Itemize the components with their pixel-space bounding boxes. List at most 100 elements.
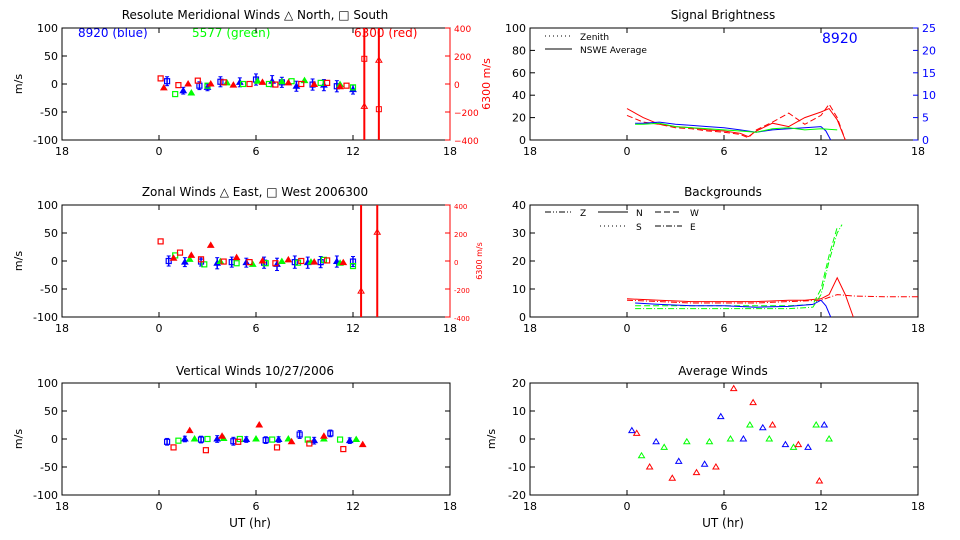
meridional-point xyxy=(324,79,331,86)
meridional-right-ytick-label: −200 xyxy=(454,109,479,119)
vertical-point xyxy=(287,437,296,445)
average-ytick-label: 20 xyxy=(512,377,526,390)
vertical-point xyxy=(262,437,269,444)
average-point xyxy=(668,474,677,481)
zonal-point xyxy=(233,260,240,267)
vertical-point xyxy=(170,444,177,451)
vertical-ytick-label: -50 xyxy=(40,461,58,474)
backgrounds-series-line xyxy=(626,294,918,304)
meridional-point xyxy=(253,77,262,84)
brightness-right-ytick-label: 15 xyxy=(922,67,936,80)
vertical-point xyxy=(358,440,367,448)
meridional-right-ylabel: 6300 m/s xyxy=(480,58,493,110)
meridional-point xyxy=(277,77,286,85)
meridional-point xyxy=(223,78,231,86)
backgrounds-series-line xyxy=(626,276,854,318)
backgrounds-legend-n: N xyxy=(636,209,643,219)
meridional-legend-red: 6300 (red) xyxy=(354,26,417,40)
zonal-ylabel: m/s xyxy=(12,251,25,271)
vertical-point xyxy=(304,436,311,443)
meridional-right-ytick-label: 200 xyxy=(454,53,471,63)
zonal-point xyxy=(258,257,267,264)
meridional-point xyxy=(310,80,319,88)
average-point xyxy=(692,468,701,476)
backgrounds-ytick-label: 0 xyxy=(519,311,526,324)
vertical-point xyxy=(202,447,209,454)
average-point xyxy=(815,477,824,484)
zonal-point xyxy=(232,253,241,261)
brightness-series-line xyxy=(635,121,832,141)
zonal-point xyxy=(206,241,215,248)
backgrounds-legend-w: W xyxy=(690,209,699,219)
vertical-xtick-label: 12 xyxy=(346,500,360,513)
average-point xyxy=(749,398,757,406)
average-point xyxy=(768,421,777,428)
zonal-point xyxy=(320,256,327,263)
meridional-xtick-label: 18 xyxy=(443,145,457,158)
meridional-point xyxy=(184,80,192,87)
brightness-ytick-label: 20 xyxy=(512,112,526,125)
zonal-right-ytick-label: 400 xyxy=(454,203,467,211)
meridional-right-ytick-label: −400 xyxy=(454,137,479,147)
meridional-right-ytick-label: 400 xyxy=(454,25,471,35)
meridional-point xyxy=(217,78,224,85)
average-xtick-label: 18 xyxy=(911,500,925,513)
average-xtick-label: 0 xyxy=(624,500,631,513)
zonal-point xyxy=(324,257,331,264)
zonal-right-ytick-label: -200 xyxy=(454,287,470,295)
backgrounds-xtick-label: 18 xyxy=(523,322,537,335)
backgrounds-xtick-label: 18 xyxy=(911,322,925,335)
average-point xyxy=(712,463,720,470)
average-point xyxy=(781,440,790,448)
average-point xyxy=(739,435,748,442)
meridional-xtick-label: 6 xyxy=(253,145,260,158)
vertical-point xyxy=(310,436,319,444)
zonal-point xyxy=(220,258,227,265)
meridional-xtick-label: 18 xyxy=(55,145,69,158)
average-xtick-label: 6 xyxy=(721,500,728,513)
zonal-point xyxy=(339,258,348,266)
meridional-point xyxy=(229,81,238,88)
meridional-ytick-label: 50 xyxy=(44,50,58,63)
average-point xyxy=(700,460,709,467)
meridional-point xyxy=(343,82,350,89)
vertical-point xyxy=(327,430,334,437)
zonal-point xyxy=(216,257,225,265)
zonal-point xyxy=(176,249,184,256)
backgrounds-frame xyxy=(529,204,919,318)
average-point xyxy=(674,457,683,464)
average-ylabel: m/s xyxy=(485,429,498,449)
brightness-xtick-label: 12 xyxy=(814,145,828,158)
zonal-spike-triangle xyxy=(357,287,365,294)
zonal-right-ytick-label: 200 xyxy=(454,231,467,239)
backgrounds-series-line xyxy=(635,227,838,307)
meridional-point xyxy=(272,81,279,88)
average-ytick-label: -20 xyxy=(508,489,526,502)
average-point xyxy=(804,443,812,450)
vertical-point xyxy=(284,435,293,442)
zonal-point xyxy=(242,258,251,266)
backgrounds-ytick-label: 20 xyxy=(512,255,526,268)
brightness-right-ytick-label: 25 xyxy=(922,22,936,35)
vertical-xlabel: UT (hr) xyxy=(229,516,271,530)
meridional-point xyxy=(239,80,247,88)
vertical-point xyxy=(197,436,205,443)
average-point xyxy=(682,437,691,445)
brightness-right-ytick-label: 0 xyxy=(922,134,929,147)
vertical-ytick-label: 50 xyxy=(44,405,58,418)
vertical-ytick-label: 100 xyxy=(37,377,58,390)
meridional-spike-triangle xyxy=(374,56,383,63)
vertical-point xyxy=(296,431,303,438)
brightness-legend-average: NSWE Average xyxy=(580,46,647,56)
meridional-point xyxy=(220,79,227,86)
zonal-point xyxy=(201,261,208,268)
zonal-point xyxy=(169,254,178,261)
zonal-spike-triangle xyxy=(373,228,382,235)
average-point xyxy=(765,435,774,442)
meridional-point xyxy=(317,79,324,86)
zonal-ytick-label: 50 xyxy=(44,227,58,240)
backgrounds-xtick-label: 12 xyxy=(814,322,828,335)
zonal-frame xyxy=(61,204,451,318)
zonal-point xyxy=(248,260,257,267)
meridional-point xyxy=(187,88,196,96)
